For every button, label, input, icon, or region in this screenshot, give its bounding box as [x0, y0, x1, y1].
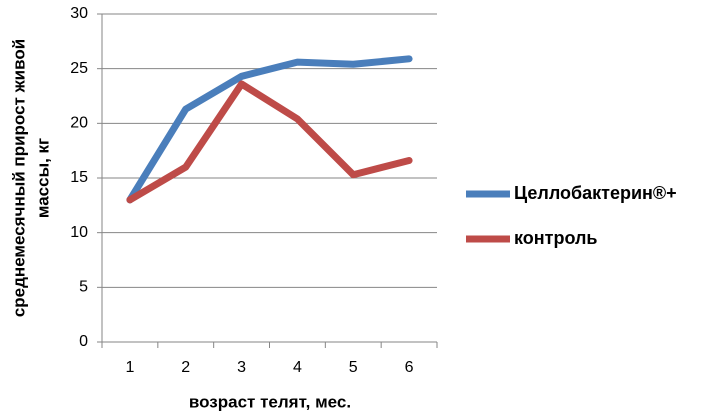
y-tick-label: 0 — [79, 333, 88, 350]
legend-label: Целлобактерин®+ — [514, 183, 677, 203]
x-tick-label: 2 — [181, 359, 190, 376]
y-tick-label: 20 — [70, 115, 88, 132]
x-tick-label: 5 — [349, 359, 358, 376]
y-tick-label: 10 — [70, 224, 88, 241]
x-tick-label: 1 — [125, 359, 134, 376]
legend-label: контроль — [514, 228, 598, 248]
x-tick-label: 6 — [405, 359, 414, 376]
y-tick-label: 30 — [70, 5, 88, 22]
x-axis-title: возраст телят, мес. — [189, 392, 351, 411]
y-tick-label: 5 — [79, 279, 88, 296]
x-tick-label: 4 — [293, 359, 302, 376]
y-axis-title-line: среднемесячный прирост живой — [9, 39, 28, 317]
y-axis-title: среднемесячный прирост живой массы, кг — [9, 39, 52, 317]
y-tick-label: 15 — [70, 169, 88, 186]
y-axis-title-line: массы, кг — [33, 138, 52, 218]
series-line — [126, 55, 413, 204]
x-tick-label: 3 — [237, 359, 246, 376]
series-line — [126, 80, 413, 204]
y-tick-label: 25 — [70, 60, 88, 77]
